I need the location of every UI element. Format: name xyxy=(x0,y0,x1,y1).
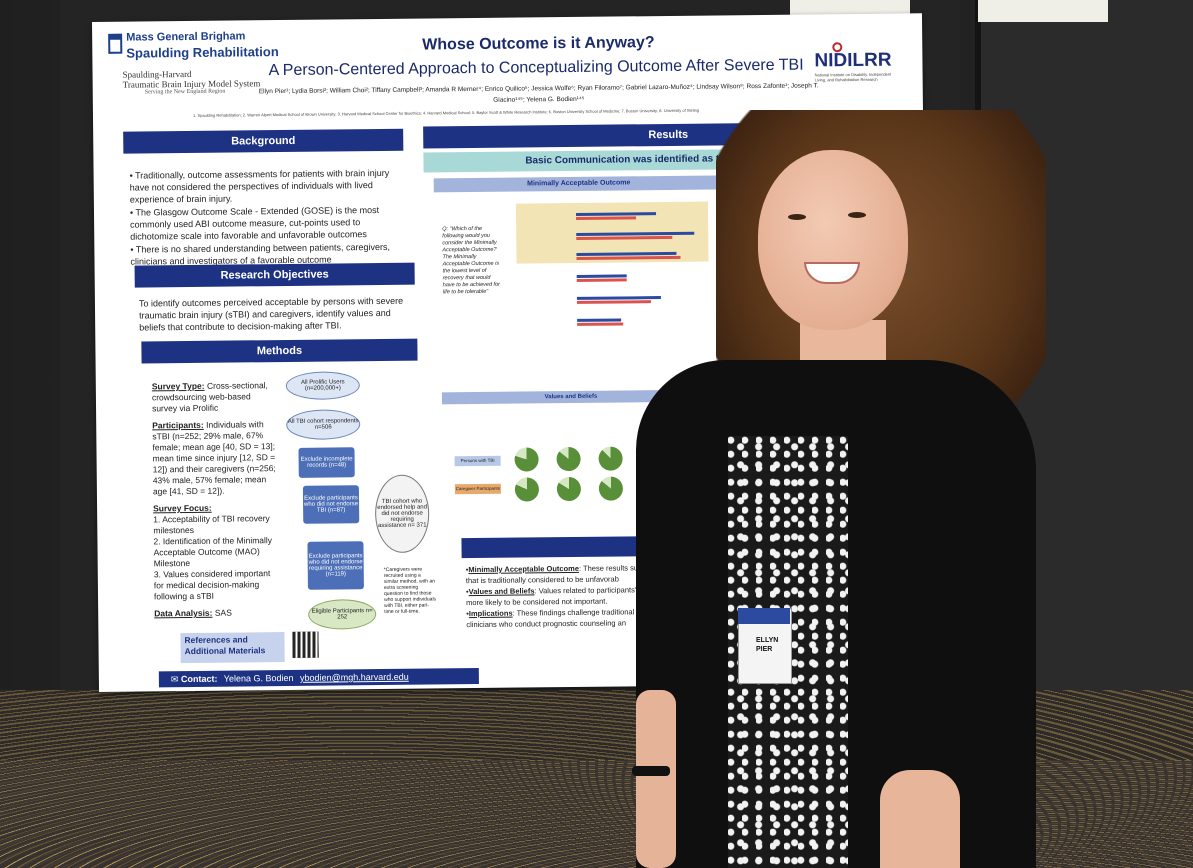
focus-item: 3. Values considered important for medic… xyxy=(153,568,271,602)
presenter-face xyxy=(758,150,908,330)
presenter-right-hand xyxy=(880,770,960,868)
building-icon xyxy=(108,33,123,54)
objectives-text: To identify outcomes perceived acceptabl… xyxy=(138,295,404,333)
survey-question: Q: "Which of the following would you con… xyxy=(442,225,500,296)
pie-chart xyxy=(514,447,539,472)
contact-icon: ✉ xyxy=(170,674,181,685)
earring xyxy=(906,262,914,276)
contact-label: Contact: xyxy=(180,673,218,685)
poster-subtitle: A Person-Centered Approach to Conceptual… xyxy=(268,56,804,80)
bullet-item: • The Glasgow Outcome Scale - Extended (… xyxy=(129,205,380,242)
org-line-1: Mass General Brigham xyxy=(126,30,246,44)
references-box: References and Additional Materials xyxy=(180,632,285,664)
chart-bar xyxy=(576,278,627,282)
flow-node-all-users: All Prolific Users (n=200,000+) xyxy=(285,371,360,400)
conclusion-label: Values and Beliefs xyxy=(468,586,535,597)
conclusion-label: Minimally Acceptable Outcome xyxy=(468,563,580,575)
flow-exclude-incomplete: Exclude incomplete records (n=48) xyxy=(298,447,355,478)
flow-exclude-no-assist: Exclude participants who did not endorse… xyxy=(307,541,364,590)
chart-bar xyxy=(577,322,624,326)
analysis-value: SAS xyxy=(214,607,232,618)
chart-bar xyxy=(576,216,637,220)
chart-bar xyxy=(577,318,622,322)
bracelet xyxy=(632,766,670,776)
paper-note xyxy=(978,0,1108,22)
badge-lanyard-strip xyxy=(738,608,790,624)
focus-item: 2. Identification of the Minimally Accep… xyxy=(153,535,273,569)
nidilrr-subtitle: National Institute on Disability, Indepe… xyxy=(814,71,892,83)
pie-chart xyxy=(556,476,582,502)
survey-type-label: Survey Type: xyxy=(151,380,205,392)
nidilrr-logo: NIDILRR xyxy=(814,49,892,72)
methods-heading: Methods xyxy=(141,338,418,364)
pie-chart xyxy=(514,477,540,502)
org-line-2: Spaulding Rehabilitation xyxy=(126,44,279,61)
qr-code-icon xyxy=(292,631,319,658)
contact-email: ybodien@mgh.harvard.edu xyxy=(299,671,409,683)
bullet-item: • Traditionally, outcome assessments for… xyxy=(129,167,390,205)
poster-title: Whose Outcome is it Anyway? xyxy=(422,34,655,54)
pie-chart xyxy=(598,476,624,501)
presenter-eye xyxy=(848,212,866,218)
participants-label: Participants: xyxy=(152,419,204,431)
chart-bar xyxy=(576,274,627,278)
background-bullets: • Traditionally, outcome assessments for… xyxy=(130,167,407,269)
participants-text: Individuals with sTBI (n=252; 29% male, … xyxy=(152,419,276,497)
contact-bar: ✉ Contact: Yelena G. Bodien ybodien@mgh.… xyxy=(158,667,479,688)
methods-text: Survey Type: Cross-sectional, crowdsourc… xyxy=(152,380,278,619)
badge-name: ELLYN PIER xyxy=(756,637,779,653)
flow-node-cohort: All TBI cohort respondents n=506 xyxy=(286,409,361,440)
pie-chart xyxy=(598,446,623,471)
model-system-line-3: Serving the New England Region xyxy=(144,88,226,96)
flow-exclude-no-tbi: Exclude participants who did not endorse… xyxy=(302,485,360,524)
mao-heading: Minimally Acceptable Outcome xyxy=(433,175,724,193)
chart-bar xyxy=(576,300,651,304)
presenter-left-arm xyxy=(636,690,676,868)
background-heading: Background xyxy=(123,128,404,154)
row-label-tbi: Persons with TBI xyxy=(454,455,501,467)
row-label-caregiver: Caregiver Participants xyxy=(454,483,501,495)
objectives-heading: Research Objectives xyxy=(134,262,415,288)
conclusion-label: Implications xyxy=(468,608,513,619)
contact-name: Yelena G. Bodien xyxy=(223,672,294,684)
author-list: Ellyn Pier¹; Lydia Borsi²; William Choi²… xyxy=(258,82,819,104)
analysis-label: Data Analysis: xyxy=(154,607,213,619)
flow-side-node: TBI cohort who endorsed help and did not… xyxy=(374,474,430,554)
flow-eligible: Eligible Participants n= 252 xyxy=(308,599,377,630)
presenter-eye xyxy=(788,214,806,220)
bullet-text: The Glasgow Outcome Scale - Extended (GO… xyxy=(130,205,380,242)
focus-item: 1. Acceptability of TBI recovery milesto… xyxy=(153,513,270,536)
pie-chart xyxy=(556,446,581,472)
bullet-text: Traditionally, outcome assessments for p… xyxy=(129,167,390,205)
flow-note: *Caregivers were recruited using a simil… xyxy=(383,566,437,615)
focus-label: Survey Focus: xyxy=(153,502,212,514)
